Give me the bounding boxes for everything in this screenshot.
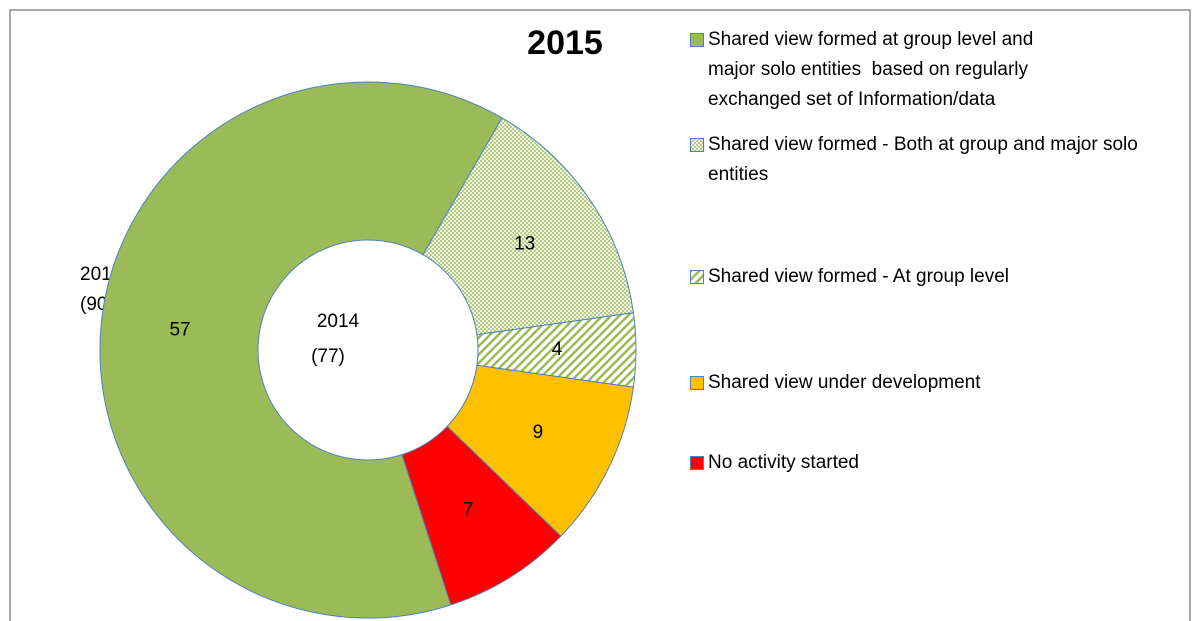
legend-label: Shared view formed - At group level — [708, 266, 1009, 287]
data-label: 4 — [552, 339, 563, 360]
legend-swatch — [690, 138, 704, 152]
legend-swatch-fill — [690, 456, 704, 470]
legend-swatch-fill — [690, 138, 704, 152]
legend-swatch — [690, 33, 704, 47]
data-label: 13 — [514, 233, 535, 254]
donut-slice — [422, 117, 634, 336]
legend-label: Shared view under development — [708, 372, 981, 393]
donut-slice — [446, 364, 634, 537]
data-label: 9 — [533, 422, 544, 443]
legend-swatch-fill — [690, 376, 704, 390]
center-label: 2014 — [317, 311, 360, 332]
legend-item: Shared view formed at group level and ma… — [690, 25, 1040, 115]
data-label: 57 — [169, 319, 190, 340]
legend-label: Shared view formed at group level and ma… — [708, 29, 1039, 110]
chart-border — [9, 9, 1191, 621]
legend-swatch-fill — [690, 270, 704, 284]
legend-swatch — [690, 376, 704, 390]
legend-label: Shared view formed - Both at group and m… — [708, 134, 1144, 185]
donut-slice — [401, 425, 562, 606]
legend-label: No activity started — [708, 452, 859, 473]
legend-swatch — [690, 456, 704, 470]
legend-swatch-fill — [690, 33, 704, 47]
legend-item: No activity started — [690, 448, 1180, 478]
legend-swatch — [690, 270, 704, 284]
chart-title: 2015 — [527, 24, 603, 62]
data-label: 7 — [463, 499, 474, 520]
donut-slice — [99, 81, 503, 619]
center-label: (77) — [311, 346, 345, 367]
legend-item: Shared view formed - Both at group and m… — [690, 130, 1180, 190]
legend-item: Shared view formed - At group level — [690, 262, 1180, 292]
legend-item: Shared view under development — [690, 368, 1180, 398]
